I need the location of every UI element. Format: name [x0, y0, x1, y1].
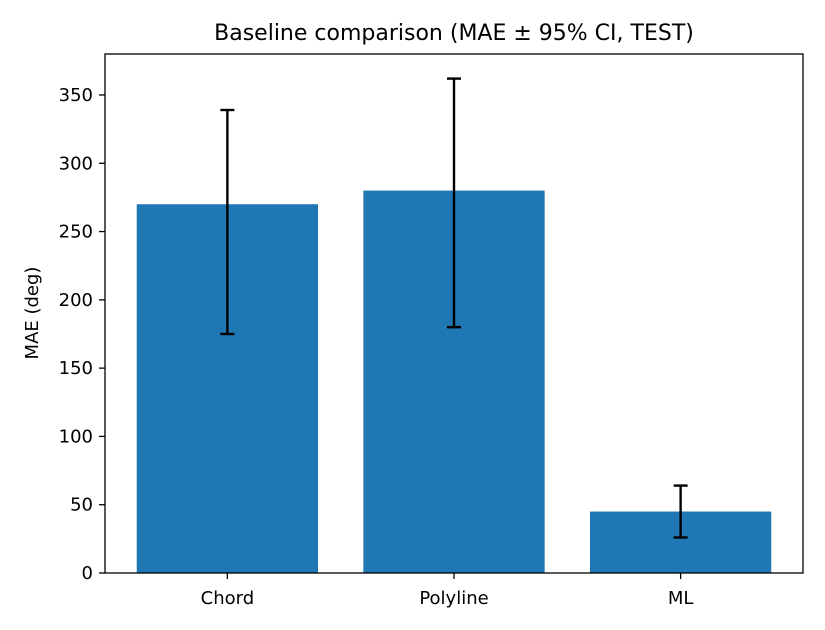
- error-bars-group: [220, 77, 688, 539]
- x-tick-label-chord: Chord: [201, 588, 255, 609]
- y-tick-label-250: 250: [59, 222, 93, 243]
- x-axis: Chord Polyline ML: [201, 573, 694, 609]
- y-tick-label-100: 100: [59, 426, 93, 447]
- x-tick-label-polyline: Polyline: [419, 588, 488, 609]
- y-tick-label-350: 350: [59, 85, 93, 106]
- plot-frame: [104, 53, 804, 574]
- y-axis-label: MAE (deg): [22, 267, 43, 360]
- y-axis: 0 50 100 150 200 250 300 350: [59, 85, 105, 584]
- chart-title: Baseline comparison (MAE ± 95% CI, TEST): [214, 21, 694, 46]
- y-tick-label-150: 150: [59, 358, 93, 379]
- y-tick-label-200: 200: [59, 290, 93, 311]
- y-tick-label-300: 300: [59, 153, 93, 174]
- y-tick-label-0: 0: [82, 563, 93, 584]
- x-tick-label-ml: ML: [668, 588, 694, 609]
- y-tick-label-50: 50: [70, 495, 93, 516]
